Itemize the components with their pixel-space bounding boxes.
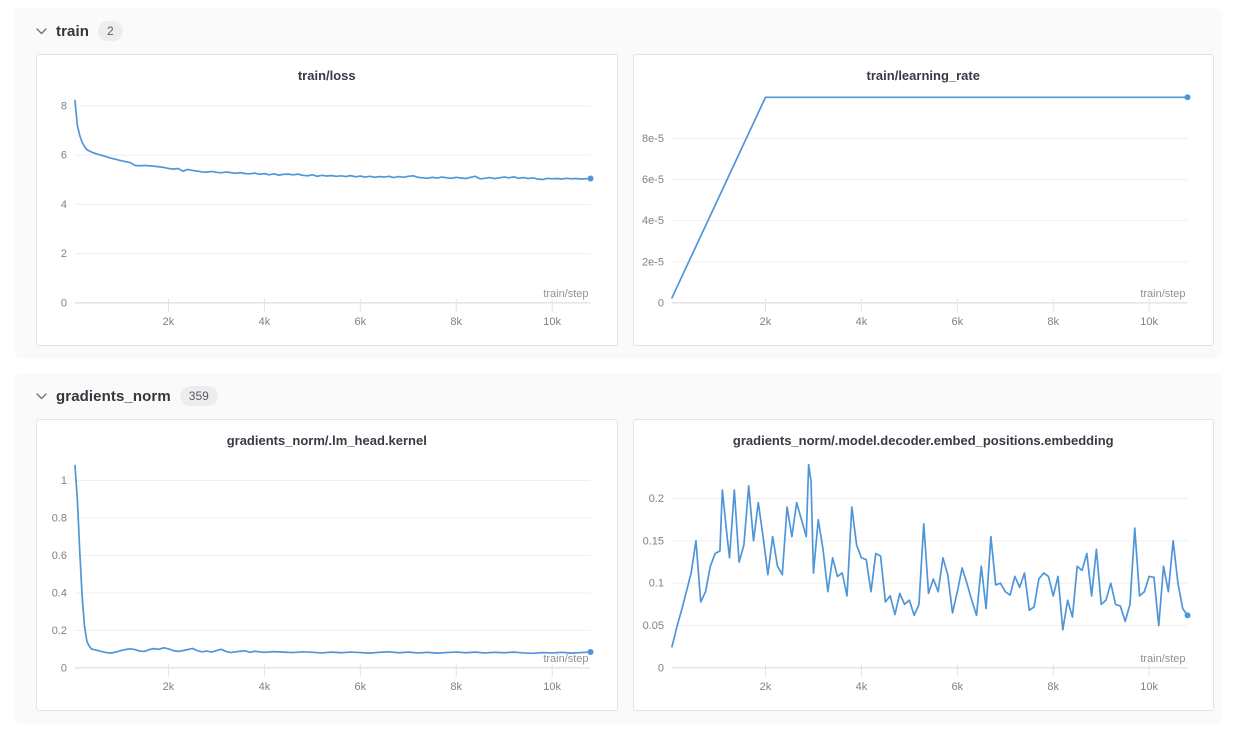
x-axis-title: train/step	[1140, 653, 1185, 665]
y-tick-label: 0	[657, 662, 663, 674]
section-header-gradients-norm[interactable]: gradients_norm 359	[36, 383, 1214, 409]
y-tick-label: 0.6	[52, 550, 67, 562]
x-tick-label: 6k	[951, 316, 963, 328]
chart-card-lm-head-kernel[interactable]: gradients_norm/.lm_head.kernel 0 0.2 0.4 0.…	[36, 419, 618, 711]
chevron-down-icon[interactable]	[36, 392, 47, 400]
panel-grid: train/loss 0 2 4 6 8 2k 4k 6k 8k 10k train/step tr…	[36, 54, 1214, 346]
y-tick-label: 0.2	[52, 625, 67, 637]
x-tick-label: 8k	[1047, 681, 1059, 693]
y-tick-label: 0.1	[648, 578, 663, 590]
section-train: train 2 train/loss 0 2 4 6 8 2k 4k 6k 8k 10k train…	[14, 8, 1222, 359]
x-tick-label: 2k	[163, 316, 175, 328]
x-tick-label: 4k	[259, 681, 271, 693]
end-point-dot	[587, 175, 594, 182]
x-tick-label: 8k	[1047, 316, 1059, 328]
y-tick-label: 0	[657, 297, 663, 309]
chart-canvas-lm-head-kernel[interactable]: 0 0.2 0.4 0.6 0.8 1 2k 4k 6k 8k 10k train/step	[37, 450, 617, 708]
x-tick-label: 2k	[759, 681, 771, 693]
x-axis-title: train/step	[543, 653, 588, 665]
y-tick-label: 0.05	[642, 620, 663, 632]
chart-canvas-embed-positions[interactable]: 0 0.05 0.1 0.15 0.2 2k 4k 6k 8k 10k train/step	[634, 450, 1214, 708]
section-title: gradients_norm	[56, 387, 171, 405]
x-tick-label: 10k	[543, 316, 561, 328]
section-count-badge: 2	[98, 21, 123, 41]
y-tick-label: 0.8	[52, 512, 67, 524]
series-line	[74, 99, 592, 181]
x-tick-label: 4k	[855, 681, 867, 693]
series-line	[670, 463, 1188, 648]
x-tick-label: 10k	[543, 681, 561, 693]
y-tick-label: 4e-5	[641, 215, 663, 227]
x-tick-label: 10k	[1140, 316, 1158, 328]
chart-title: gradients_norm/.lm_head.kernel	[226, 433, 427, 448]
x-tick-label: 2k	[759, 316, 771, 328]
end-point-dot	[1184, 612, 1191, 619]
chart-title: train/loss	[297, 68, 356, 83]
chart-canvas-train-learning-rate[interactable]: 0 2e-5 4e-5 6e-5 8e-5 2k 4k 6k 8k 10k train/step	[634, 85, 1214, 343]
x-tick-label: 2k	[163, 681, 175, 693]
panel-grid: gradients_norm/.lm_head.kernel 0 0.2 0.4 0.…	[36, 419, 1214, 711]
chevron-down-icon[interactable]	[36, 27, 47, 35]
y-tick-label: 1	[61, 475, 67, 487]
section-header-train[interactable]: train 2	[36, 18, 1214, 44]
section-count-badge: 359	[179, 386, 218, 406]
x-tick-label: 6k	[355, 681, 367, 693]
chart-card-train-learning-rate[interactable]: train/learning_rate 0 2e-5 4e-5 6e-5 8e-5 2k 4…	[632, 54, 1214, 346]
y-tick-label: 0.15	[642, 535, 663, 547]
chart-canvas-train-loss[interactable]: 0 2 4 6 8 2k 4k 6k 8k 10k train/step	[37, 85, 617, 343]
section-title: train	[56, 22, 90, 40]
y-tick-label: 2e-5	[641, 256, 663, 268]
y-tick-label: 8	[61, 100, 67, 112]
series-line	[74, 464, 592, 655]
x-tick-label: 10k	[1140, 681, 1158, 693]
x-tick-label: 8k	[450, 316, 462, 328]
end-point-dot	[587, 648, 594, 655]
x-axis-title: train/step	[1140, 288, 1185, 300]
y-tick-label: 6	[61, 150, 67, 162]
series-line	[670, 96, 1188, 299]
y-tick-label: 0	[61, 662, 67, 674]
chart-card-train-loss[interactable]: train/loss 0 2 4 6 8 2k 4k 6k 8k 10k train/step	[36, 54, 618, 346]
y-tick-label: 6e-5	[641, 174, 663, 186]
x-tick-label: 8k	[450, 681, 462, 693]
y-tick-label: 8e-5	[641, 133, 663, 145]
y-tick-label: 0.2	[648, 493, 663, 505]
chart-title: train/learning_rate	[866, 68, 980, 83]
chart-title: gradients_norm/.model.decoder.embed_posi…	[732, 433, 1114, 448]
x-tick-label: 4k	[855, 316, 867, 328]
end-point-dot	[1184, 94, 1191, 101]
x-axis-title: train/step	[543, 288, 588, 300]
x-tick-label: 4k	[259, 316, 271, 328]
y-tick-label: 4	[61, 199, 67, 211]
y-tick-label: 0.4	[52, 587, 67, 599]
y-tick-label: 0	[61, 297, 67, 309]
x-tick-label: 6k	[355, 316, 367, 328]
x-tick-label: 6k	[951, 681, 963, 693]
section-gradients-norm: gradients_norm 359 gradients_norm/.lm_he…	[14, 373, 1222, 724]
chart-card-embed-positions[interactable]: gradients_norm/.model.decoder.embed_posi…	[632, 419, 1214, 711]
y-tick-label: 2	[61, 248, 67, 260]
